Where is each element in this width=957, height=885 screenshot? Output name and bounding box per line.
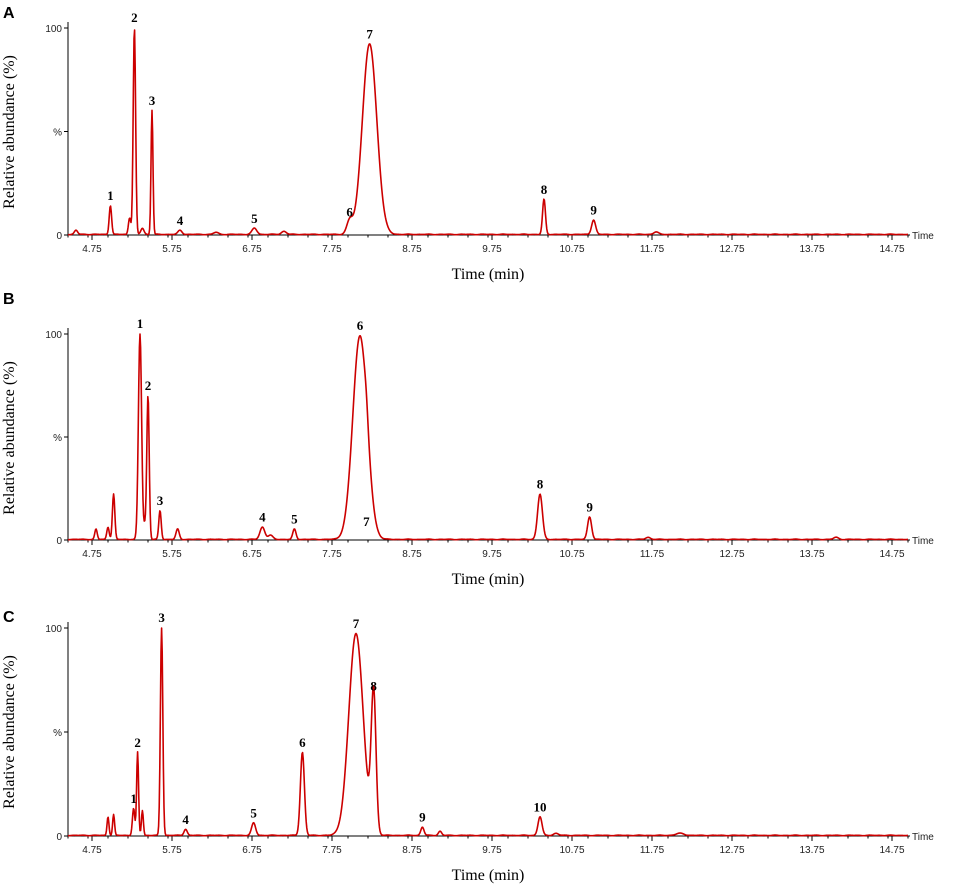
- x-tick-label: 9.75: [482, 244, 502, 255]
- x-tick-label: 14.75: [879, 845, 904, 856]
- x-tick-label: 11.75: [640, 845, 665, 856]
- x-tick-label: 6.75: [242, 549, 262, 560]
- y-tick-label: 0: [56, 832, 62, 843]
- peak-label: 1: [130, 791, 137, 806]
- peak-label: 5: [291, 512, 298, 527]
- x-tick-label: 13.75: [799, 549, 824, 560]
- peak-label: 5: [251, 211, 258, 226]
- chromatogram-trace: [67, 29, 909, 236]
- y-tick-label: 0: [56, 231, 62, 242]
- y-axis-label: Relative abundance (%): [1, 361, 18, 515]
- peak-label: 6: [346, 205, 353, 220]
- peak-label: 7: [353, 616, 360, 631]
- peak-label: 3: [157, 493, 164, 508]
- y-tick-label: 100: [45, 330, 62, 341]
- peak-label: 4: [177, 213, 184, 228]
- x-axis-end-label: Time: [912, 832, 934, 843]
- peak-label: 9: [590, 203, 597, 218]
- panel-letter: C: [3, 609, 15, 626]
- x-tick-label: 9.75: [482, 549, 502, 560]
- y-tick-label: 100: [45, 624, 62, 635]
- x-tick-label: 10.75: [559, 244, 584, 255]
- x-tick-label: 4.75: [82, 845, 102, 856]
- peak-label: 9: [586, 499, 593, 514]
- x-tick-label: 11.75: [640, 244, 665, 255]
- peak-label: 1: [107, 188, 114, 203]
- peak-label: 9: [419, 810, 426, 825]
- peak-label: 2: [131, 10, 138, 25]
- chromatogram-trace: [67, 333, 909, 541]
- y-axis-label: Relative abundance (%): [1, 55, 18, 209]
- x-tick-label: 14.75: [879, 244, 904, 255]
- peak-label: 5: [250, 806, 257, 821]
- x-axis-end-label: Time: [912, 536, 934, 547]
- peak-label: 7: [366, 27, 373, 42]
- chromatogram-trace: [67, 627, 909, 837]
- x-tick-label: 10.75: [559, 549, 584, 560]
- peak-label: 8: [370, 679, 377, 694]
- peak-label: 4: [259, 510, 266, 525]
- x-axis-label: Time (min): [452, 266, 525, 283]
- x-tick-label: 10.75: [559, 845, 584, 856]
- x-tick-label: 13.75: [799, 845, 824, 856]
- x-axis-end-label: Time: [912, 231, 934, 242]
- x-tick-label: 14.75: [879, 549, 904, 560]
- peak-label: 2: [134, 735, 141, 750]
- chart-panel-b: B Relative abundance (%) 0% 100 4.75 5.75 6.75…: [1, 291, 934, 588]
- peak-label: 6: [299, 735, 306, 750]
- x-tick-label: 7.75: [322, 244, 342, 255]
- peak-label: 10: [534, 799, 547, 814]
- panel-letter: A: [3, 5, 15, 22]
- x-tick-label: 13.75: [799, 244, 824, 255]
- y-tick-label: %: [53, 433, 62, 444]
- x-tick-label: 11.75: [640, 549, 665, 560]
- x-tick-label: 4.75: [82, 244, 102, 255]
- panel-letter: B: [3, 291, 15, 308]
- y-tick-label: 0: [56, 536, 62, 547]
- x-tick-label: 12.75: [719, 845, 744, 856]
- x-tick-label: 8.75: [402, 549, 422, 560]
- x-tick-label: 9.75: [482, 845, 502, 856]
- x-tick-label: 12.75: [719, 244, 744, 255]
- y-tick-label: %: [53, 728, 62, 739]
- x-tick-label: 5.75: [162, 845, 182, 856]
- x-axis-label: Time (min): [452, 867, 525, 884]
- x-tick-label: 7.75: [322, 549, 342, 560]
- x-axis-label: Time (min): [452, 571, 525, 588]
- peak-label: 2: [145, 378, 152, 393]
- x-tick-label: 5.75: [162, 549, 182, 560]
- x-tick-label: 7.75: [322, 845, 342, 856]
- y-axis-label: Relative abundance (%): [1, 655, 18, 809]
- chart-panel-c: C Relative abundance (%) 0% 100 4.75 5.75 6.75…: [1, 609, 934, 884]
- x-tick-label: 8.75: [402, 244, 422, 255]
- x-tick-label: 5.75: [162, 244, 182, 255]
- y-tick-label: 100: [45, 24, 62, 35]
- peak-label: 3: [158, 610, 165, 625]
- peak-label: 8: [537, 477, 544, 492]
- peak-label: 3: [149, 93, 156, 108]
- peak-label: 4: [182, 812, 189, 827]
- chart-panel-a: A Relative abundance (%) 0% 100 4.75 5.75 6.75…: [1, 5, 934, 283]
- x-tick-label: 6.75: [242, 845, 262, 856]
- x-tick-label: 12.75: [719, 549, 744, 560]
- y-tick-label: %: [53, 128, 62, 139]
- peak-label: 7: [363, 514, 370, 529]
- x-tick-label: 8.75: [402, 845, 422, 856]
- x-tick-label: 6.75: [242, 244, 262, 255]
- x-tick-label: 4.75: [82, 549, 102, 560]
- peak-label: 6: [357, 318, 364, 333]
- peak-label: 1: [137, 316, 144, 331]
- peak-label: 8: [541, 182, 548, 197]
